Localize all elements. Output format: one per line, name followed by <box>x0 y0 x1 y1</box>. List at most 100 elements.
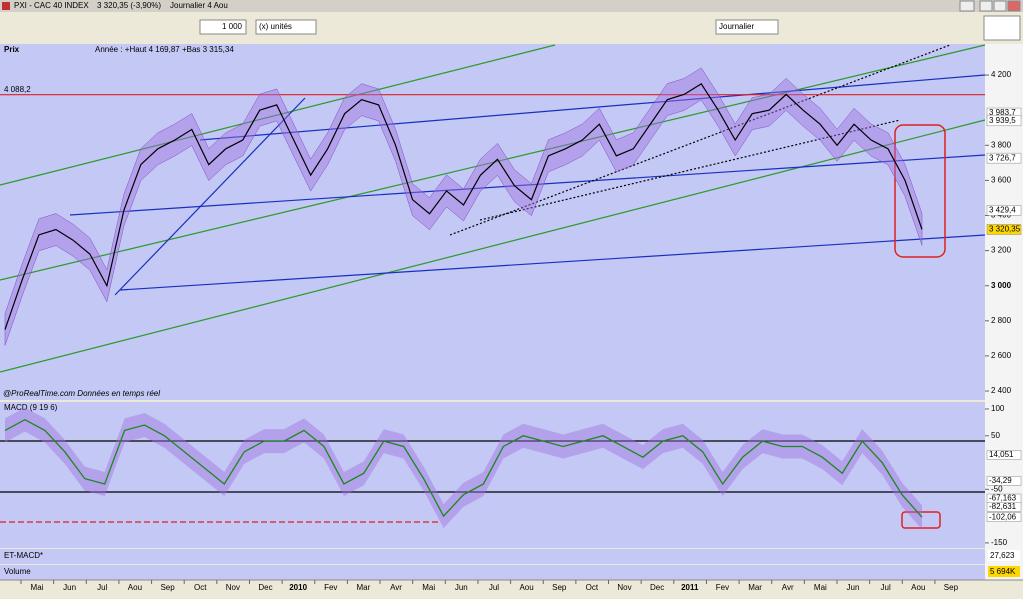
y-tick-label: 100 <box>991 404 1005 413</box>
x-tick-label: Dec <box>650 583 664 592</box>
quantity-value: 1 000 <box>222 22 243 31</box>
level-box <box>986 152 1022 164</box>
close-button[interactable] <box>1007 0 1021 12</box>
unit-value: (x) unités <box>259 22 292 31</box>
timeframe-value: Journalier <box>719 22 754 31</box>
help-button[interactable] <box>959 0 975 12</box>
etmacd-label: ET-MACD* <box>4 551 43 560</box>
price-label: Prix <box>4 45 20 54</box>
y-tick-label: 3 000 <box>991 281 1012 290</box>
highlight-box <box>894 124 946 258</box>
blue-trend <box>199 74 986 141</box>
level-box <box>986 115 1022 127</box>
macd-line <box>4 418 923 518</box>
x-tick-label: Aou <box>519 583 533 592</box>
macd-highlight-box <box>901 511 941 529</box>
x-tick-label: Dec <box>258 583 272 592</box>
level-label: -82,631 <box>989 502 1017 511</box>
trend-lines <box>0 44 986 529</box>
x-tick-label: Jul <box>881 583 891 592</box>
etmacd-level: 27,623 <box>990 551 1015 560</box>
x-tick-label: Mar <box>357 583 371 592</box>
x-tick-label: Avr <box>390 583 402 592</box>
right-axis <box>985 44 1023 580</box>
x-tick-label: Jun <box>847 583 860 592</box>
x-tick-label: Fev <box>716 583 729 592</box>
level-box <box>986 512 1022 522</box>
volume-label: Volume <box>4 567 31 576</box>
price-footer: @ProRealTime.com Données en temps réel <box>3 389 160 398</box>
unit-dropdown[interactable] <box>255 19 317 35</box>
level-box <box>986 450 1022 460</box>
y-tick-label: -150 <box>991 538 1008 547</box>
x-tick-label: Jul <box>97 583 107 592</box>
volume-level: 5 694K <box>990 567 1016 576</box>
volume-level-box <box>988 566 1020 577</box>
dotted-channel <box>449 44 951 236</box>
green-channel <box>0 44 556 186</box>
x-tick-label: Fev <box>324 583 337 592</box>
y-tick-label: 3 200 <box>991 246 1012 255</box>
price-plot <box>0 44 985 400</box>
bollinger-cloud <box>4 67 923 346</box>
x-tick-label: Mai <box>422 583 435 592</box>
y-tick-label: 2 800 <box>991 316 1012 325</box>
x-tick-label: Nov <box>617 583 631 592</box>
price-info: Année : +Haut 4 169,87 +Bas 3 315,34 <box>95 45 234 54</box>
price-line <box>4 83 923 330</box>
x-tick-label: Jul <box>489 583 499 592</box>
level-label: 3 320,35 <box>989 225 1021 234</box>
level-label: 3 939,5 <box>989 116 1016 125</box>
y-tick-label: 2 400 <box>991 386 1012 395</box>
x-tick-label: Sep <box>160 583 175 592</box>
macd-plot <box>0 402 985 548</box>
blue-trend <box>69 154 986 216</box>
window-quote: 3 320,35 (-3,90%) <box>97 1 161 10</box>
level-label: 3 726,7 <box>989 153 1016 162</box>
x-tick-label: Avr <box>782 583 794 592</box>
level-box <box>986 502 1022 512</box>
green-channel <box>0 44 986 281</box>
volume-plot <box>0 565 985 580</box>
resistance-label: 4 088,2 <box>4 85 31 94</box>
x-tick-label: Aou <box>911 583 925 592</box>
macd-cloud <box>5 407 922 530</box>
x-tick-label: 2010 <box>289 583 307 592</box>
x-tick-label: Jun <box>455 583 468 592</box>
minimize-button[interactable] <box>979 0 993 12</box>
x-tick-label: Oct <box>586 583 599 592</box>
level-label: -34,29 <box>989 476 1012 485</box>
level-label: 3 429,4 <box>989 205 1016 214</box>
y-tick-label: 4 200 <box>991 70 1012 79</box>
x-tick-label: Sep <box>944 583 959 592</box>
x-tick-label: 2011 <box>681 583 699 592</box>
blue-trend <box>114 97 306 296</box>
y-tick-label: 2 600 <box>991 351 1012 360</box>
window-title: PXI - CAC 40 INDEX <box>14 1 89 10</box>
level-label: 3 983,7 <box>989 108 1016 117</box>
window-period: Journalier 4 Aou <box>170 1 228 10</box>
app-icon <box>2 2 10 10</box>
y-tick-label: -50 <box>991 484 1003 493</box>
etmacd-level-box <box>988 550 1020 561</box>
timeframe-dropdown[interactable] <box>715 19 779 35</box>
y-tick-label: 50 <box>991 431 1000 440</box>
x-tick-label: Mai <box>814 583 827 592</box>
x-tick-label: Nov <box>226 583 240 592</box>
y-tick-label: 3 600 <box>991 176 1012 185</box>
x-tick-label: Aou <box>128 583 142 592</box>
x-tick-label: Jun <box>63 583 76 592</box>
title-bar <box>0 0 1023 12</box>
green-channel <box>0 119 986 373</box>
x-tick-label: Mar <box>748 583 762 592</box>
etmacd-plot <box>0 549 985 564</box>
level-box <box>986 205 1022 216</box>
level-box <box>986 224 1022 235</box>
maximize-button[interactable] <box>993 0 1007 12</box>
level-label: -102,06 <box>989 512 1017 521</box>
chart-type-button[interactable] <box>983 15 1021 41</box>
quantity-input[interactable] <box>199 19 247 35</box>
x-tick-label: Mai <box>31 583 44 592</box>
level-label: -67,163 <box>989 494 1017 503</box>
